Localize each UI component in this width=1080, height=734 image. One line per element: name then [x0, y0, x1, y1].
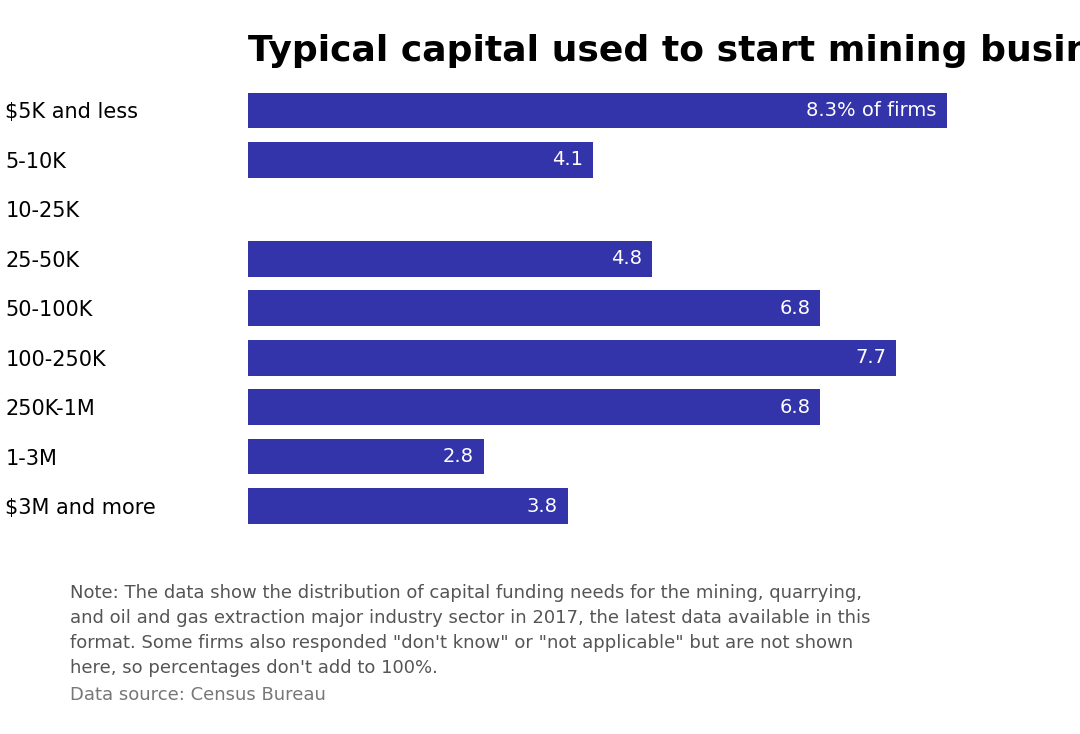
Text: 3.8: 3.8: [527, 497, 558, 516]
Text: 2.8: 2.8: [443, 447, 474, 466]
Bar: [248, 291, 821, 326]
Bar: [248, 439, 484, 474]
Bar: [248, 488, 568, 524]
Text: 6.8: 6.8: [780, 398, 810, 417]
Text: 8.3% of firms: 8.3% of firms: [806, 101, 936, 120]
Bar: [248, 390, 821, 425]
Text: 7.7: 7.7: [855, 348, 886, 367]
Text: Note: The data show the distribution of capital funding needs for the mining, qu: Note: The data show the distribution of …: [70, 584, 870, 677]
Text: Data source: Census Bureau: Data source: Census Bureau: [70, 686, 326, 705]
Text: 4.8: 4.8: [611, 250, 643, 269]
Text: Typical capital used to start mining businesses: Typical capital used to start mining bus…: [248, 34, 1080, 68]
Text: 6.8: 6.8: [780, 299, 810, 318]
Bar: [248, 340, 896, 376]
Bar: [248, 92, 947, 128]
Text: 4.1: 4.1: [552, 150, 583, 170]
Bar: [248, 142, 593, 178]
Bar: [248, 241, 652, 277]
